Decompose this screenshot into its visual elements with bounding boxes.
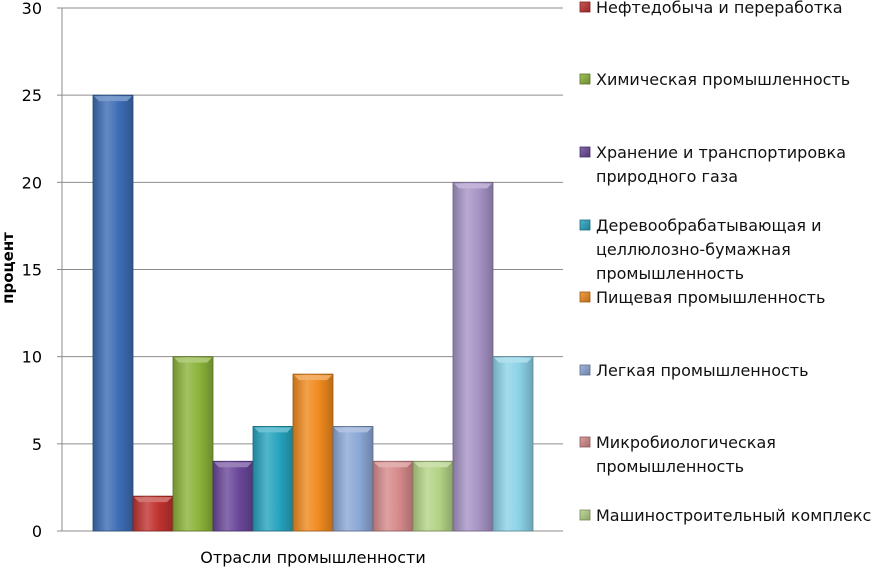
bar-3: [212, 460, 254, 532]
legend: Нефтедобыча и переработка Химическая пром…: [579, 0, 871, 525]
legend-label-line: Химическая промышленность: [596, 70, 850, 89]
legend-label-line: промышленность: [596, 264, 744, 283]
bar-7: [372, 460, 414, 532]
legend-swatch: [579, 291, 591, 303]
legend-label-line: промышленность: [596, 457, 744, 476]
bar-rect: [332, 425, 374, 532]
bar-9: [452, 181, 494, 532]
bar-top-bevel: [414, 462, 452, 468]
gridlines: [62, 7, 563, 532]
legend-item-1: Нефтедобыча и переработка: [579, 0, 843, 17]
legend-label-line: Нефтедобыча и переработка: [596, 0, 843, 17]
bar-top-bevel: [374, 462, 412, 468]
bar-8: [412, 460, 454, 532]
y-tick-label: 0: [32, 522, 42, 541]
bar-0: [92, 94, 134, 532]
bar-1: [132, 495, 174, 532]
legend-swatch: [579, 219, 591, 231]
bar-2: [172, 356, 214, 532]
bar-top-bevel: [174, 357, 212, 363]
bar-rect: [92, 94, 134, 532]
y-tick-label: 25: [22, 86, 42, 105]
bar-rect: [252, 425, 294, 532]
legend-item-3: Хранение и транспортировка природного газ…: [579, 143, 846, 186]
legend-label-line: Машиностроительный комплекс: [596, 506, 871, 525]
bars: [92, 94, 534, 532]
legend-swatch: [579, 436, 591, 448]
legend-label-line: природного газа: [596, 167, 738, 186]
y-tick-label: 30: [22, 0, 42, 18]
legend-item-8: Машиностроительный комплекс: [579, 506, 871, 525]
legend-item-6: Легкая промышленность: [579, 361, 809, 380]
bar-rect: [212, 460, 254, 532]
bar-rect: [372, 460, 414, 532]
legend-label-line: Легкая промышленность: [596, 361, 809, 380]
bar-top-bevel: [214, 462, 252, 468]
legend-swatch: [579, 73, 591, 85]
bar-top-bevel: [94, 96, 132, 102]
y-tick-labels: 0 5 10 15 20 25 30: [22, 0, 42, 541]
legend-label-line: целлюлозно-бумажная: [596, 240, 791, 259]
x-axis-title: Отрасли промышленности: [200, 548, 425, 567]
y-axis-title: процент: [0, 232, 17, 304]
bar-top-bevel: [494, 357, 532, 363]
bar-top-bevel: [134, 497, 172, 503]
legend-item-4: Деревообрабатывающая и целлюлозно-бумажна…: [579, 216, 822, 283]
bar-top-bevel: [254, 427, 292, 433]
legend-item-7: Микробиологическая промышленность: [579, 433, 776, 476]
bar-rect: [412, 460, 454, 532]
legend-swatch: [579, 509, 591, 521]
bar-4: [252, 425, 294, 532]
y-tick-label: 5: [32, 435, 42, 454]
bar-rect: [492, 356, 534, 532]
bar-6: [332, 425, 374, 532]
bar-rect: [172, 356, 214, 532]
legend-label-line: Деревообрабатывающая и: [596, 216, 822, 235]
legend-item-5: Пищевая промышленность: [579, 288, 825, 307]
legend-label-line: Хранение и транспортировка: [596, 143, 846, 162]
bar-rect: [292, 373, 334, 532]
bar-10: [492, 356, 534, 532]
legend-label-line: Микробиологическая: [596, 433, 776, 452]
legend-label-line: Пищевая промышленность: [596, 288, 825, 307]
bar-rect: [452, 181, 494, 532]
bar-5: [292, 373, 334, 532]
y-tick-label: 10: [22, 348, 42, 367]
y-tick-label: 15: [22, 261, 42, 280]
y-tick-label: 20: [22, 173, 42, 192]
bar-top-bevel: [294, 375, 332, 381]
legend-swatch: [579, 1, 591, 13]
bar-top-bevel: [334, 427, 372, 433]
bar-top-bevel: [454, 183, 492, 189]
legend-item-2: Химическая промышленность: [579, 70, 850, 89]
legend-swatch: [579, 146, 591, 158]
legend-swatch: [579, 364, 591, 376]
